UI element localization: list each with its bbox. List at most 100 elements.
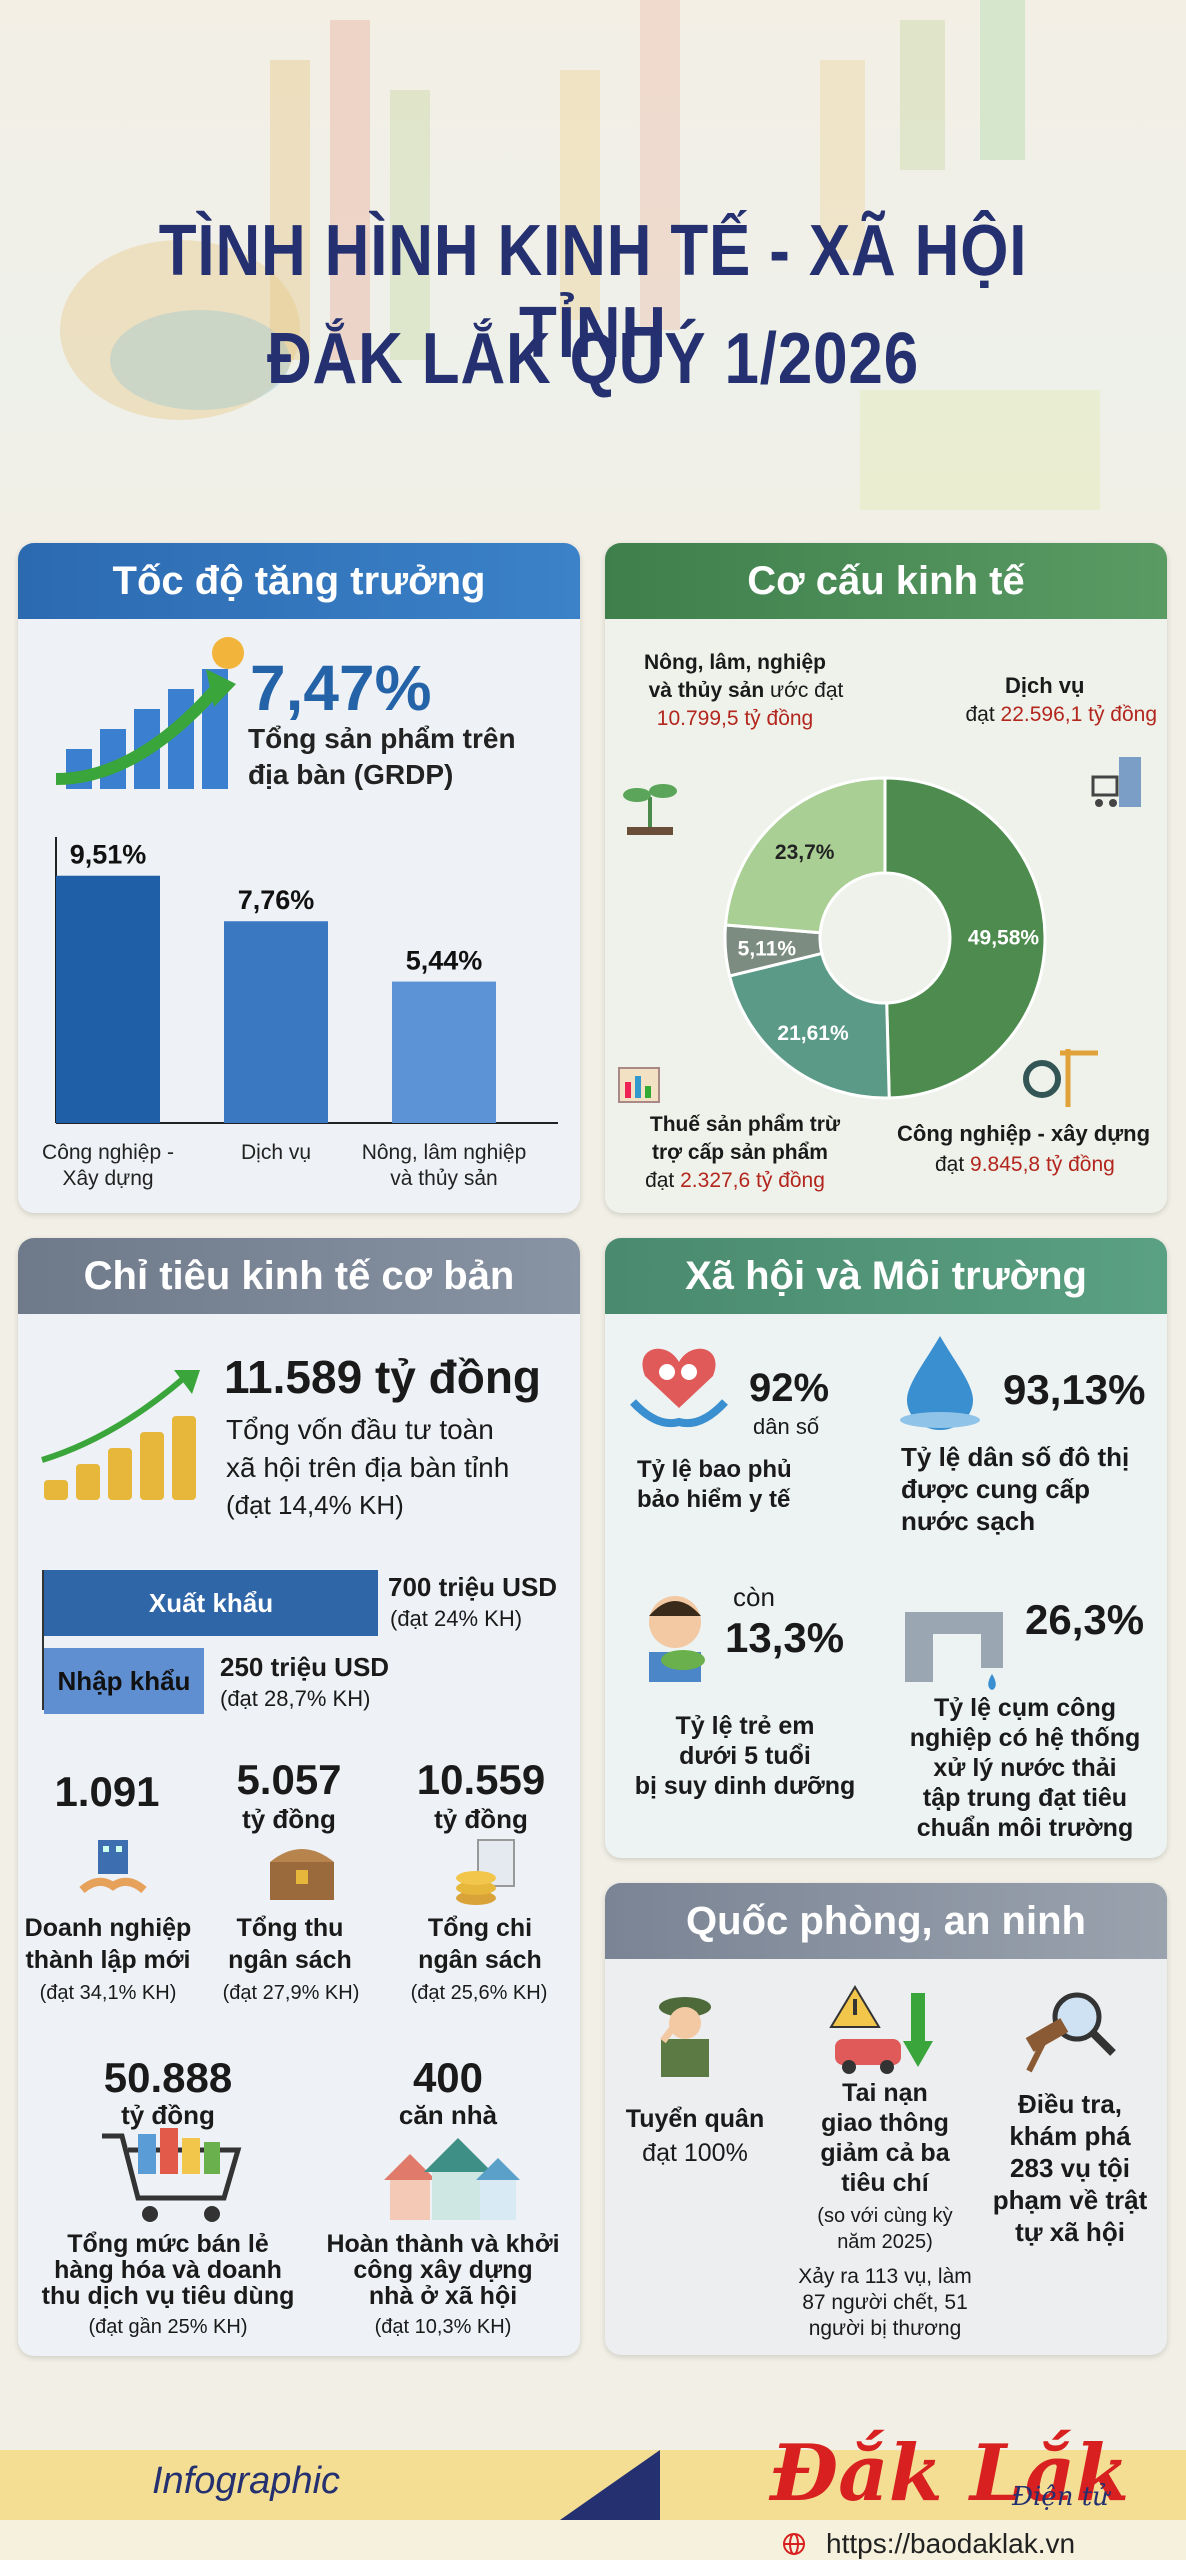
bar [56, 875, 160, 1123]
thue-prefix: đạt [645, 1169, 675, 1192]
export-bar: Xuất khẩu [44, 1570, 378, 1636]
nuoc-label-line1: Tỷ lệ dân số đô thị [901, 1442, 1130, 1472]
dt-label-line5: tự xã hội [1015, 2217, 1125, 2247]
child-eating-icon [649, 1596, 705, 1682]
dv-label: Dịch vụ [1005, 673, 1085, 698]
water-drop-icon [900, 1336, 980, 1430]
nha-label-line1: Hoàn thành và khởi [326, 2230, 560, 2258]
website-link[interactable]: https://baodaklak.vn [826, 2528, 1076, 2559]
import-bar: Nhập khẩu [44, 1648, 204, 1714]
bar [392, 981, 496, 1123]
basic-indicators-panel: Chỉ tiêu kinh tế cơ bản 11.589 tỷ đồng T… [18, 1238, 580, 2356]
nha-label-line2: công xây dựng [353, 2256, 533, 2284]
traffic-accident-icon [829, 1985, 933, 2074]
thu-unit: tỷ đồng [242, 1804, 336, 1834]
tn-detail-line2: 87 người chết, 51 [802, 2291, 968, 2314]
social-panel-title: Xã hội và Môi trường [605, 1238, 1167, 1314]
invest-value: 11.589 tỷ đồng [224, 1351, 542, 1403]
trade-axis [42, 1570, 44, 1710]
defense-panel-title: Quốc phòng, an ninh [605, 1883, 1167, 1959]
tq-label-line2: đạt 100% [642, 2139, 748, 2167]
bar-value-label: 5,44% [406, 946, 483, 976]
chi-value: 10.559 [416, 1756, 546, 1803]
brand-logo: Đắk Lắk [770, 2428, 1130, 2519]
donut-slice [723, 776, 887, 935]
invest-desc-line1: Tổng vốn đầu tư toàn [226, 1414, 494, 1445]
dt-label-line2: khám phá [1009, 2121, 1131, 2151]
donut-slice-label: 21,61% [777, 1022, 849, 1045]
nuoc-value: 93,13% [1003, 1366, 1146, 1413]
handshake-building-icon [79, 1840, 147, 1894]
family-care-icon [630, 1348, 728, 1427]
decorative-chart-background [60, 0, 1100, 510]
invest-desc-line2: xã hội trên địa bàn tỉnh [226, 1452, 510, 1483]
growth-bars-icon [55, 637, 244, 789]
chi-label-line1: Tổng chi [427, 1914, 533, 1942]
page-title-line2: ĐẮK LẮK QUÝ 1/2026 [266, 319, 920, 399]
dt-label-line4: phạm về trật [992, 2185, 1148, 2215]
nong-label-line3: ước đạt [770, 679, 844, 702]
tre-label-line1: Tỷ lệ trẻ em [675, 1712, 815, 1740]
defense-panel: Quốc phòng, an ninh Tuyển quân đạt 100% … [605, 1883, 1167, 2355]
tre-label-line3: bị suy dinh dưỡng [634, 1772, 856, 1800]
globe-icon [783, 2533, 805, 2555]
ban-value: 50.888 [103, 2054, 233, 2101]
invest-note: (đạt 14,4% KH) [226, 1490, 404, 1520]
category-label: Dịch vụ [241, 1141, 311, 1164]
treasure-chest-icon [270, 1849, 334, 1900]
grdp-desc-line2: địa bàn (GRDP) [248, 759, 454, 790]
bh-label-line1: Tỷ lệ bao phủ [637, 1456, 792, 1483]
cum-label-line4: tập trung đạt tiêu [922, 1784, 1128, 1812]
soldier-salute-icon [659, 1997, 711, 2077]
thu-label-line1: Tổng thu [236, 1914, 344, 1942]
cum-label-line1: Tỷ lệ cụm công [934, 1694, 1116, 1722]
export-value: 700 triệu USD [388, 1572, 558, 1602]
export-note: (đạt 24% KH) [390, 1606, 523, 1631]
coins-growth-icon [41, 1370, 200, 1500]
growth-panel: Tốc độ tăng trưởng 7,47% Tổng sản phẩm t… [18, 543, 580, 1213]
category-label: Công nghiệp - [42, 1141, 174, 1164]
footer: Infographic Đắk Lắk Điện tử https://baod… [0, 2428, 1186, 2560]
donut-slice-label: 23,7% [775, 841, 835, 864]
shopping-cart-full-icon [102, 2128, 242, 2222]
houses-icon [384, 2138, 520, 2220]
ban-note: (đạt gần 25% KH) [88, 2316, 248, 2338]
bh-value: 92% [749, 1366, 830, 1410]
growth-panel-title: Tốc độ tăng trưởng [18, 543, 580, 619]
water-pipe-icon [905, 1612, 1003, 1690]
tn-label-line4: tiêu chí [841, 2169, 929, 2197]
category-label: Nông, lâm nghiệp [362, 1141, 527, 1164]
dt-label-line3: 283 vụ tội [1010, 2153, 1130, 2183]
tn-label-line1: Tai nạn [842, 2079, 928, 2107]
donut-slice [883, 776, 1047, 1100]
donut-slice [727, 951, 891, 1100]
basic-panel-title: Chỉ tiêu kinh tế cơ bản [18, 1238, 580, 1314]
tq-label-line1: Tuyển quân [625, 2105, 765, 2133]
donut-slice-label: 49,58% [968, 926, 1040, 949]
category-label: và thủy sản [390, 1167, 497, 1190]
nuoc-label-line2: được cung cấp [901, 1474, 1091, 1504]
cum-value: 26,3% [1025, 1596, 1145, 1643]
industry-crane-icon [1023, 1049, 1098, 1107]
nong-label-line2: và thủy sản [648, 679, 765, 702]
nha-note: (đạt 10,3% KH) [374, 2316, 512, 2338]
ban-label-line2: hàng hóa và doanh [54, 2256, 282, 2284]
social-panel: Xã hội và Môi trường 92% dân số Tỷ lệ ba… [605, 1238, 1167, 1858]
structure-panel-title: Cơ cấu kinh tế [605, 543, 1167, 619]
category-label: Xây dựng [62, 1167, 153, 1190]
bh-unit: dân số [753, 1414, 820, 1439]
structure-panel: Cơ cấu kinh tế Nông, lâm, nghiệp và thủy… [605, 543, 1167, 1213]
ban-label-line3: thu dịch vụ tiêu dùng [41, 2282, 295, 2310]
brand-logo-sub: Điện tử [1012, 2482, 1109, 2512]
bar-value-label: 9,51% [70, 840, 147, 870]
bh-label-line2: bảo hiểm y tế [637, 1486, 791, 1513]
nha-value: 400 [412, 2054, 484, 2101]
tn-note-line2: năm 2025) [837, 2231, 933, 2253]
dv-value: 22.596,1 tỷ đồng [1000, 703, 1157, 726]
cum-label-line5: chuẩn môi trường [916, 1814, 1134, 1842]
tn-detail-line3: người bị thương [808, 2317, 962, 2340]
donut-slice-label: 5,11% [738, 937, 797, 960]
header-background [0, 0, 1186, 540]
coins-documents-icon [456, 1839, 515, 1905]
structure-donut-chart: 49,58% 21,61% 5,11% 23,7% [723, 776, 1047, 1100]
